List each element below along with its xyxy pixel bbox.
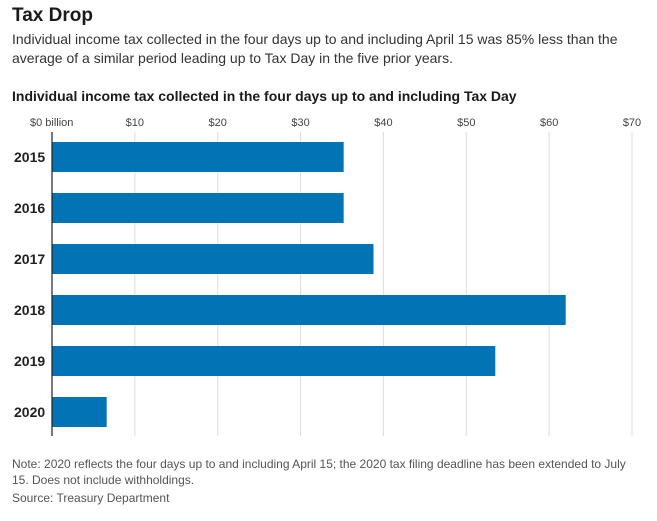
x-tick-label: $0 billion [30, 117, 73, 129]
category-label: 2016 [14, 200, 45, 216]
x-tick-label: $20 [209, 117, 227, 129]
chart-subtitle: Individual income tax collected in the f… [12, 31, 618, 66]
category-label: 2015 [14, 149, 45, 165]
bar [52, 244, 374, 274]
x-tick-label: $10 [126, 117, 144, 129]
bar [52, 142, 344, 172]
chart-note: Note: 2020 reflects the four days up to … [12, 457, 626, 487]
bar [52, 295, 566, 325]
chart-title: Individual income tax collected in the f… [12, 88, 517, 104]
category-label: 2018 [14, 302, 45, 318]
x-tick-label: $50 [457, 117, 475, 129]
category-label: 2019 [14, 353, 45, 369]
x-tick-label: $40 [374, 117, 392, 129]
bar [52, 397, 107, 427]
x-tick-label: $30 [291, 117, 309, 129]
category-label: 2020 [14, 404, 45, 420]
x-tick-label: $70 [623, 117, 641, 129]
bar [52, 193, 344, 223]
chart-source: Source: Treasury Department [12, 491, 170, 505]
bar-chart: $0 billion $10 $20 $30 $40 $50 $60 $70 2015 2016 2… [14, 117, 641, 436]
bar [52, 346, 496, 376]
x-tick-label: $60 [540, 117, 558, 129]
category-label: 2017 [14, 251, 45, 267]
chart-headline: Tax Drop [12, 5, 93, 26]
